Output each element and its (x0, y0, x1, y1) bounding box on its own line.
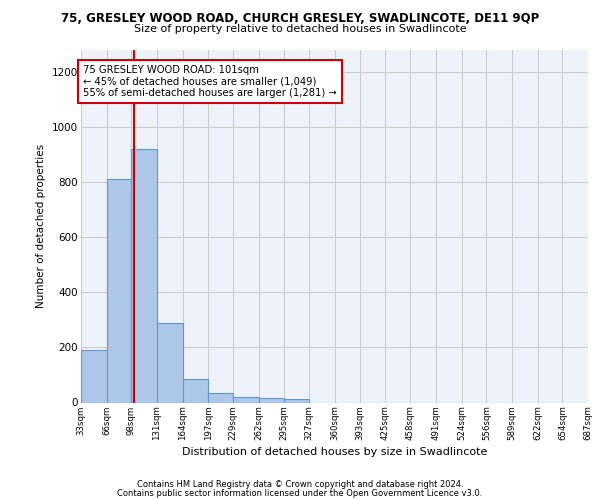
Bar (284, 399, 309, 402)
Bar (81, 350, 107, 403)
X-axis label: Distribution of detached houses by size in Swadlincote: Distribution of detached houses by size … (182, 447, 487, 457)
Bar (182, 379, 208, 402)
Bar (157, 322, 182, 402)
Bar (233, 397, 259, 402)
Text: 75, GRESLEY WOOD ROAD, CHURCH GRESLEY, SWADLINCOTE, DE11 9QP: 75, GRESLEY WOOD ROAD, CHURCH GRESLEY, S… (61, 12, 539, 24)
Text: 75 GRESLEY WOOD ROAD: 101sqm
← 45% of detached houses are smaller (1,049)
55% of: 75 GRESLEY WOOD ROAD: 101sqm ← 45% of de… (83, 65, 337, 98)
Y-axis label: Number of detached properties: Number of detached properties (37, 144, 46, 308)
Text: Contains HM Land Registry data © Crown copyright and database right 2024.: Contains HM Land Registry data © Crown c… (137, 480, 463, 489)
Text: Contains public sector information licensed under the Open Government Licence v3: Contains public sector information licen… (118, 488, 482, 498)
Bar (208, 393, 233, 402)
Bar (107, 180, 131, 402)
Bar (259, 398, 284, 402)
Bar (131, 149, 157, 403)
Text: Size of property relative to detached houses in Swadlincote: Size of property relative to detached ho… (134, 24, 466, 34)
